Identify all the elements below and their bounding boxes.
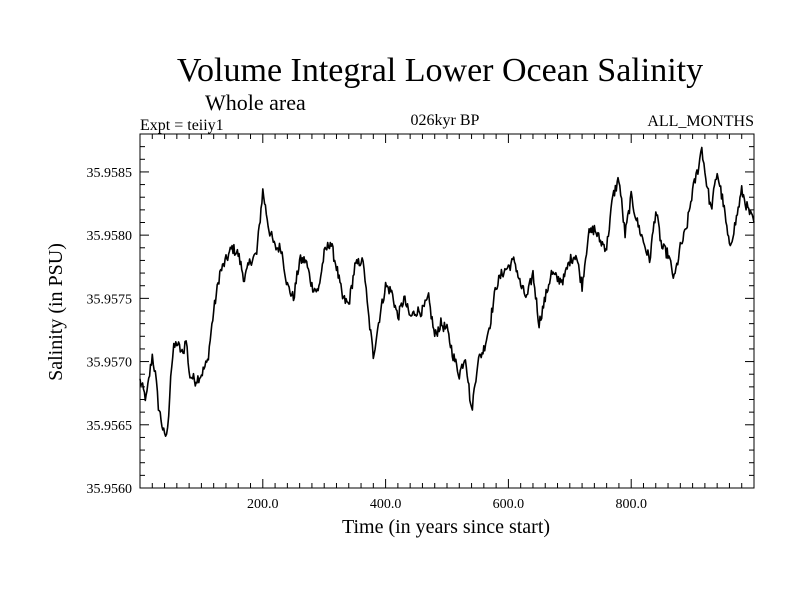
axis-ticks: 200.0 400.0 600.0 800.0 35.9560 35.9565 35.957… xyxy=(87,134,754,512)
y-tick-label: 35.9585 xyxy=(87,166,133,181)
x-tick-label: 800.0 xyxy=(615,497,647,512)
experiment-label: Expt = teiiy1 xyxy=(140,117,224,134)
plot-frame xyxy=(139,133,755,489)
period-label: 026kyr BP xyxy=(410,112,480,129)
chart-subtitle: Whole area xyxy=(205,90,306,115)
y-axis-label: Salinity (in PSU) xyxy=(45,243,67,381)
series-line xyxy=(139,146,755,437)
x-tick-label: 400.0 xyxy=(370,497,402,512)
months-label: ALL_MONTHS xyxy=(647,113,754,130)
x-axis-label: Time (in years since start) xyxy=(342,516,550,538)
series-layer xyxy=(139,146,755,437)
y-tick-label: 35.9560 xyxy=(87,482,133,497)
x-tick-label: 600.0 xyxy=(493,497,525,512)
y-tick-label: 35.9570 xyxy=(87,356,133,371)
y-tick-label: 35.9565 xyxy=(87,419,133,434)
chart-title: Volume Integral Lower Ocean Salinity xyxy=(176,52,704,89)
y-tick-label: 35.9575 xyxy=(87,292,133,307)
y-tick-label: 35.9580 xyxy=(87,229,133,244)
x-tick-label: 200.0 xyxy=(247,497,279,512)
